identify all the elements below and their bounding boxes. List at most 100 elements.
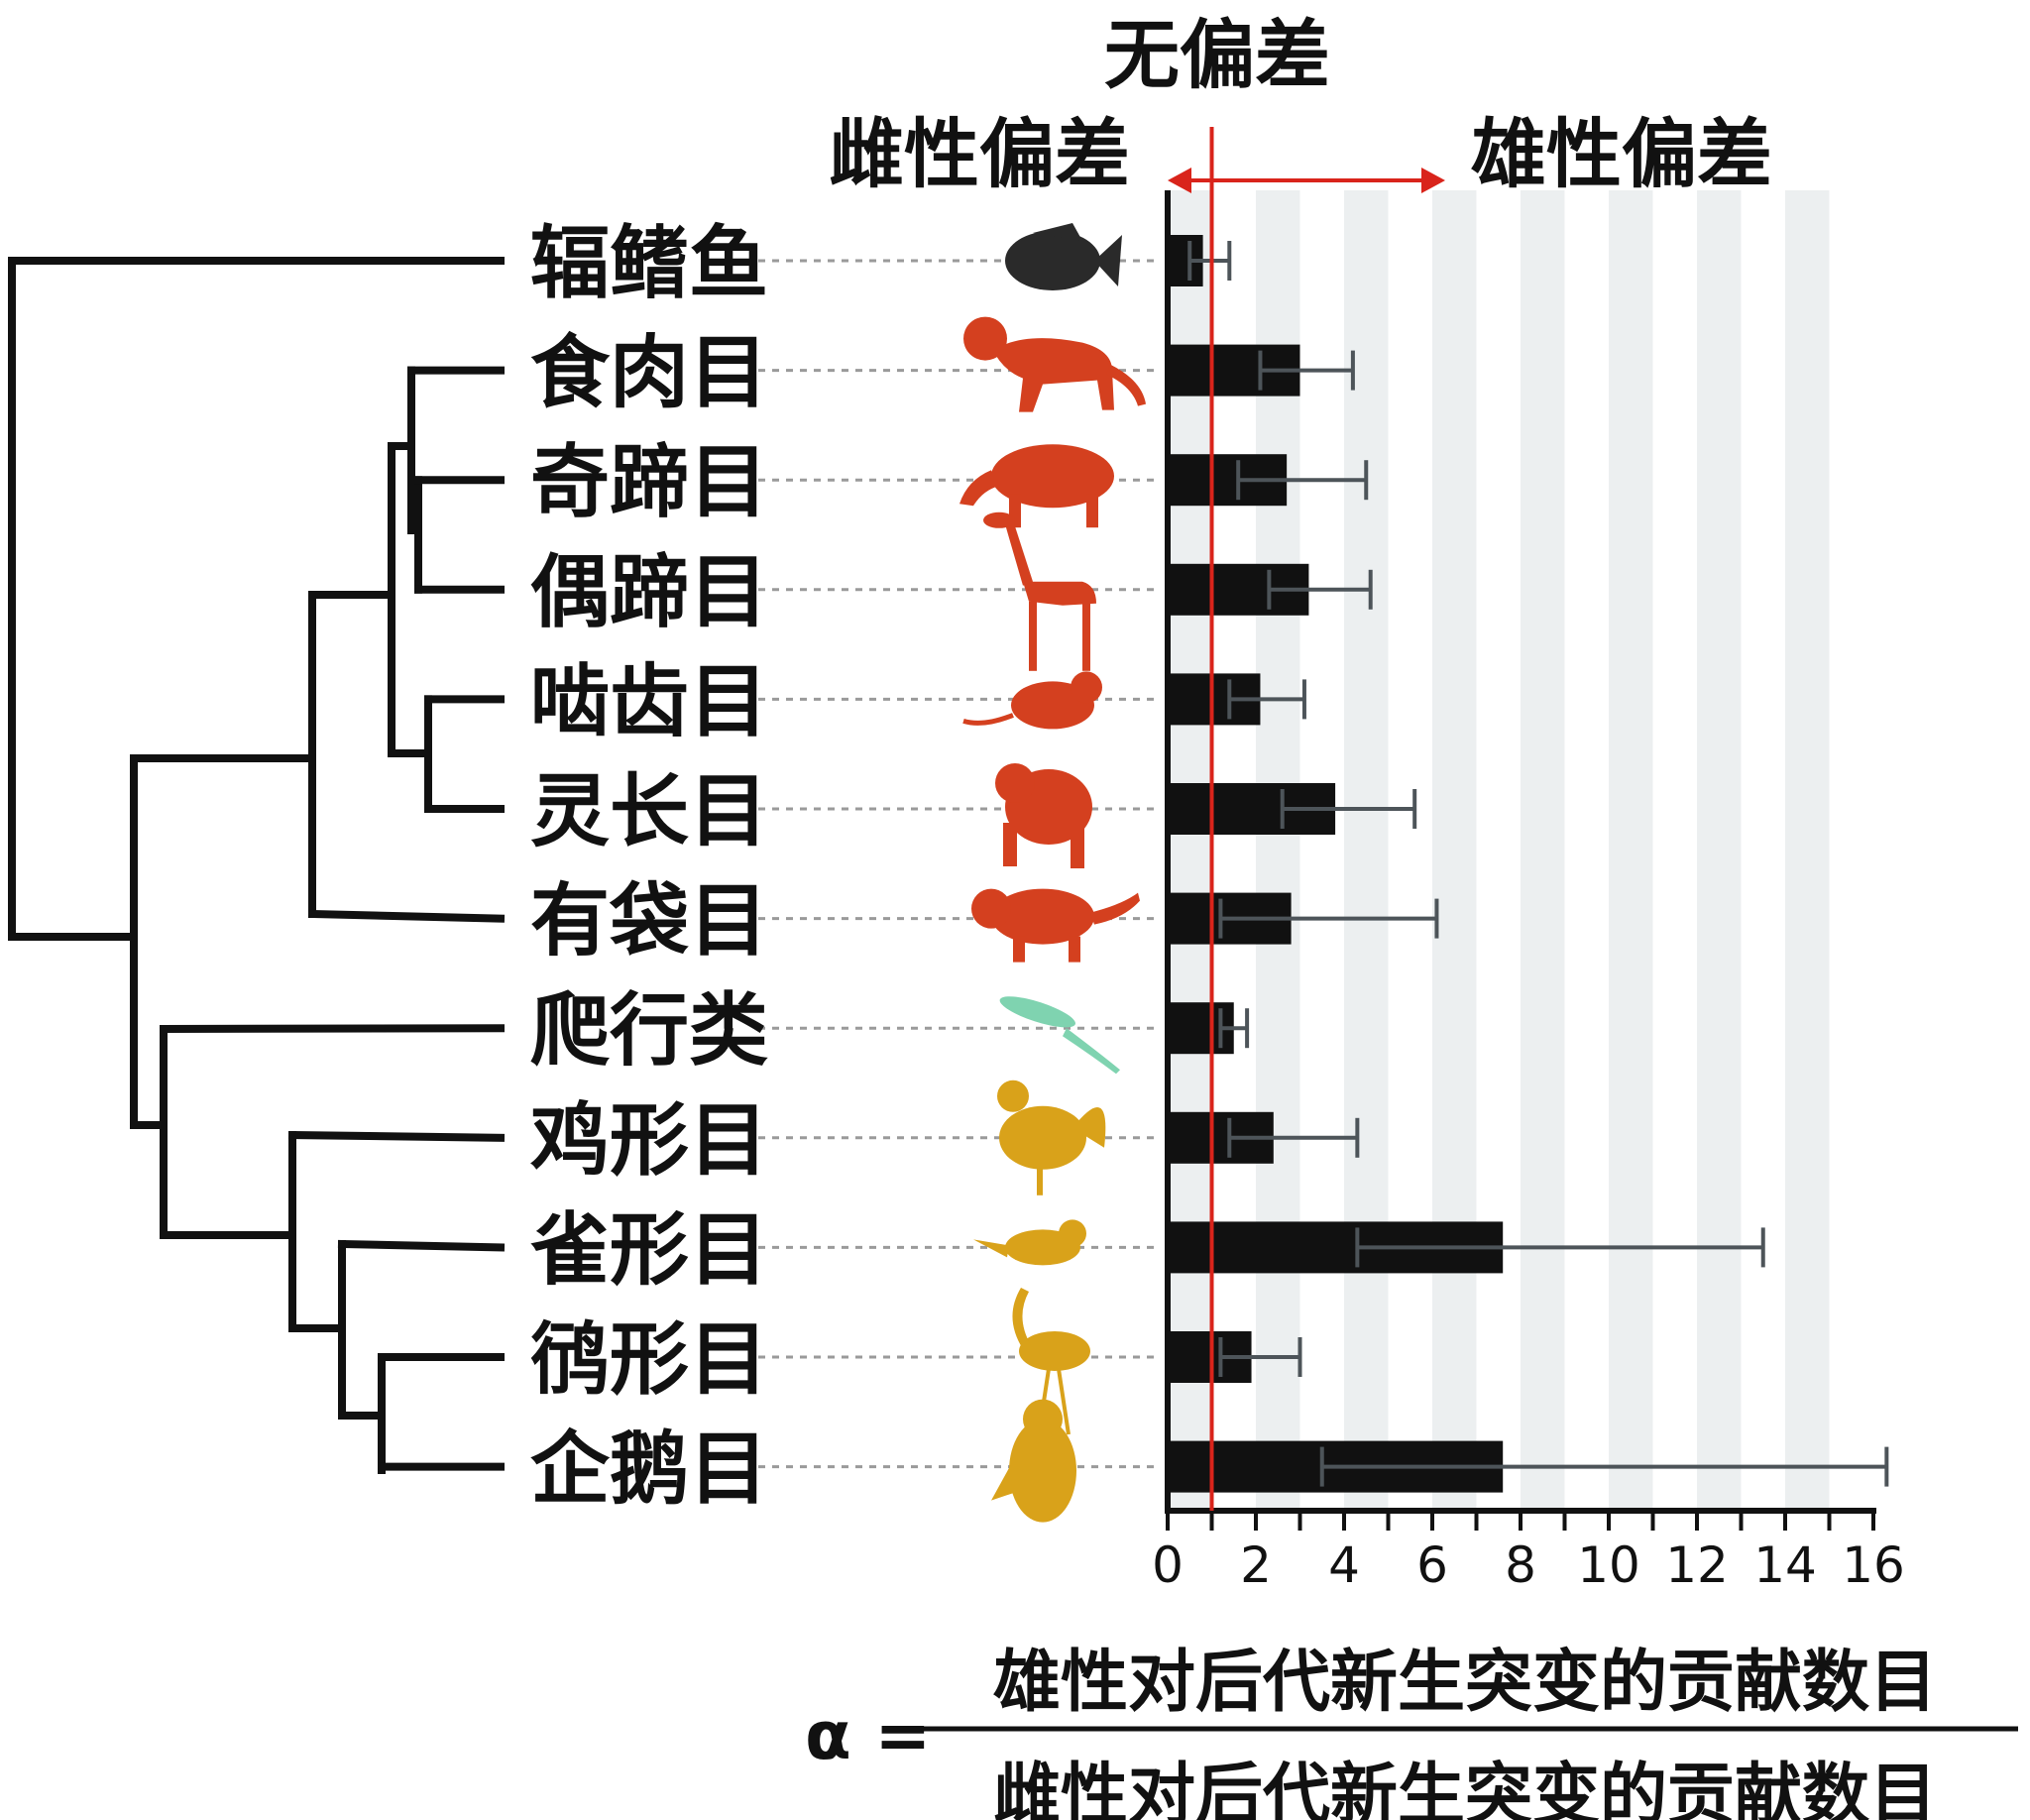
- grid-band: [1344, 190, 1389, 1511]
- fish-icon: [1005, 223, 1122, 290]
- x-tick-label: 14: [1753, 1536, 1817, 1594]
- chimp-leg: [1071, 829, 1084, 868]
- female-bias-header: 雌性偏差: [829, 110, 1130, 198]
- grid-band: [1521, 190, 1565, 1511]
- tree-branch: [287, 1130, 506, 1142]
- formula-denominator: 雌性对后代新生突变的贡献数目: [993, 1757, 1937, 1820]
- giraffe-body: [1023, 581, 1096, 606]
- grid-band: [1256, 190, 1300, 1511]
- tree-branch: [337, 1239, 506, 1252]
- taxon-label: 企鹅目: [530, 1423, 768, 1516]
- x-tick-label: 2: [1240, 1536, 1272, 1594]
- giraffe-neck: [1005, 519, 1033, 586]
- chimp-head: [995, 763, 1035, 803]
- guide-lines: [758, 259, 1156, 1469]
- tiger-tail: [1106, 364, 1146, 406]
- giraffe-head: [983, 512, 1015, 528]
- devil-tail: [1090, 892, 1140, 925]
- phylogenetic-tree: [8, 257, 506, 1474]
- taxon-label: 鸡形目: [530, 1094, 768, 1187]
- rooster-body: [999, 1105, 1086, 1170]
- lizard-icon: [999, 996, 1120, 1075]
- tapir-body: [991, 444, 1114, 509]
- grid-band: [1168, 190, 1212, 1511]
- chimp-arm: [1003, 823, 1017, 866]
- grid-band: [1785, 190, 1830, 1511]
- animal-icons: [959, 223, 1146, 1523]
- tree-branch: [307, 909, 506, 923]
- rooster-leg: [1037, 1165, 1043, 1195]
- taxon-label: 奇蹄目: [530, 436, 768, 528]
- male-bias-header: 雄性偏差: [1471, 110, 1772, 198]
- giraffe-leg: [1029, 601, 1037, 671]
- x-tick-label: 10: [1577, 1536, 1640, 1594]
- tiger-head: [963, 316, 1007, 361]
- flamingo-neck: [1012, 1288, 1031, 1349]
- devil-leg: [1069, 936, 1080, 963]
- taxon-label: 爬行类: [530, 984, 768, 1077]
- taxon-label: 雀形目: [530, 1203, 768, 1296]
- background-bands: [1168, 190, 1830, 1511]
- tiger-icon: [963, 316, 1146, 412]
- error-bars: [1187, 241, 1889, 1487]
- finch-tail: [973, 1239, 1009, 1258]
- mouse-tail: [962, 713, 1014, 726]
- penguin-flipper: [991, 1460, 1015, 1501]
- x-tick-label: 4: [1328, 1536, 1360, 1594]
- tapir-head: [959, 470, 999, 507]
- rooster-icon: [997, 1080, 1106, 1195]
- male-bias-arrowhead: [1421, 168, 1445, 193]
- giraffe-leg: [1082, 601, 1090, 671]
- alpha-formula: α = 雄性对后代新生突变的贡献数目 雌性对后代新生突变的贡献数目: [805, 1644, 2018, 1820]
- taxon-label: 食肉目: [530, 327, 768, 419]
- grid-band: [1432, 190, 1477, 1511]
- x-tick-label: 8: [1505, 1536, 1536, 1594]
- grid-band: [1609, 190, 1653, 1511]
- fish-fin: [1033, 223, 1082, 241]
- taxon-label: 灵长目: [530, 765, 768, 857]
- devil-leg: [1013, 936, 1025, 963]
- tiger-body: [993, 338, 1114, 412]
- mouse-head: [1071, 671, 1102, 704]
- tree-branch: [159, 1024, 506, 1034]
- x-tick-label: 16: [1842, 1536, 1905, 1594]
- taxon-label: 啮齿目: [530, 655, 768, 747]
- taxon-label: 鸻形目: [530, 1313, 768, 1406]
- tapir-leg: [1086, 494, 1098, 528]
- flamingo-leg: [1057, 1368, 1071, 1435]
- taxon-label: 偶蹄目: [530, 546, 768, 638]
- taxon-label: 辐鳍鱼: [530, 217, 768, 309]
- rooster-head: [997, 1080, 1029, 1112]
- penguin-head: [1023, 1399, 1063, 1439]
- devil-body: [991, 888, 1094, 945]
- x-tick-label: 12: [1665, 1536, 1729, 1594]
- female-bias-arrowhead: [1168, 168, 1191, 193]
- penguin-body: [1009, 1419, 1076, 1523]
- tapir-icon: [959, 444, 1114, 528]
- no-bias-reference: [1168, 127, 1445, 1511]
- taxon-label: 有袋目: [530, 875, 768, 967]
- grid-band: [1697, 190, 1742, 1511]
- giraffe-icon: [983, 512, 1096, 671]
- x-axis: 0 2 4 6 8 10 12 14 16: [1152, 190, 1905, 1594]
- no-bias-header: 无偏差: [1104, 11, 1330, 99]
- formula-symbol: α =: [805, 1697, 931, 1775]
- finch-head: [1059, 1219, 1086, 1248]
- fish-body: [1005, 231, 1100, 290]
- formula-numerator: 雄性对后代新生突变的贡献数目: [993, 1644, 1937, 1722]
- finch-icon: [973, 1219, 1086, 1266]
- devil-head: [971, 888, 1011, 929]
- flamingo-body: [1019, 1331, 1090, 1371]
- chimpanzee-icon: [995, 763, 1092, 868]
- fish-tail: [1094, 235, 1122, 286]
- penguin-icon: [991, 1399, 1076, 1523]
- x-tick-label: 6: [1416, 1536, 1448, 1594]
- tasmanian-devil-icon: [971, 888, 1140, 963]
- lizard-tail: [1063, 1028, 1120, 1075]
- flamingo-icon: [1012, 1288, 1090, 1435]
- lizard-body: [999, 996, 1075, 1028]
- x-tick-label: 0: [1152, 1536, 1184, 1594]
- rooster-tail: [1072, 1106, 1106, 1148]
